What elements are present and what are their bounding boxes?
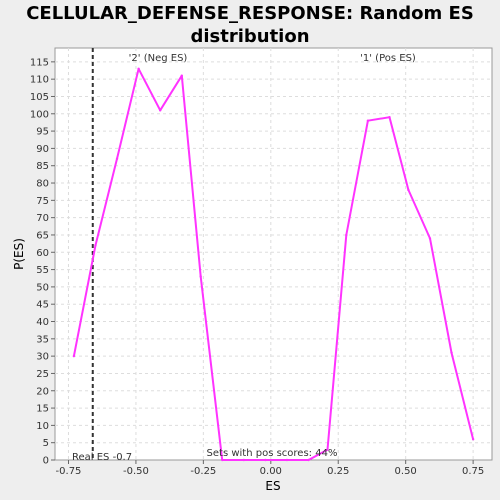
y-tick-label: 45 <box>36 300 49 311</box>
y-tick-label: 20 <box>36 386 49 397</box>
data-point <box>221 458 224 462</box>
data-point <box>326 448 329 451</box>
x-tick-label: -0.50 <box>123 466 149 477</box>
y-tick-label: 50 <box>36 282 49 293</box>
y-tick-label: 115 <box>30 57 49 68</box>
chart-title: CELLULAR_DEFENSE_RESPONSE: Random ES dis… <box>0 2 500 48</box>
data-point <box>366 119 370 122</box>
data-point <box>285 458 289 462</box>
y-tick-label: 60 <box>36 248 49 259</box>
data-point <box>72 354 76 358</box>
y-tick-label: 75 <box>36 196 49 207</box>
y-tick-label: 35 <box>36 334 49 345</box>
y-tick-label: 65 <box>36 230 49 241</box>
data-point <box>159 109 162 112</box>
y-tick-label: 105 <box>30 92 49 103</box>
y-tick-label: 70 <box>36 213 49 224</box>
y-axis-ticks: 0 5 10 15 20 25 30 35 40 45 50 55 60 65 70 75 80 85 90 95 10… <box>30 57 55 467</box>
x-tick-label: 0.25 <box>327 466 349 477</box>
grid <box>55 48 492 460</box>
y-tick-label: 95 <box>36 127 49 138</box>
chart-title-line-2: distribution <box>190 26 310 47</box>
data-point <box>115 157 119 160</box>
data-point <box>407 188 410 192</box>
y-tick-label: 5 <box>43 438 49 449</box>
y-tick-label: 85 <box>36 161 49 172</box>
data-point <box>388 116 391 119</box>
y-tick-label: 80 <box>36 179 49 190</box>
pos-scores-label: Sets with pos scores: 44% <box>207 448 338 459</box>
x-tick-label: 0.50 <box>395 466 417 477</box>
data-point <box>307 458 310 462</box>
data-point <box>199 275 202 278</box>
y-tick-label: 110 <box>30 75 49 86</box>
y-tick-label: 15 <box>36 404 49 415</box>
data-point <box>242 458 246 462</box>
chart-title-line-1: CELLULAR_DEFENSE_RESPONSE: Random ES <box>26 3 474 24</box>
x-tick-label: 0.75 <box>462 466 484 477</box>
data-point <box>137 67 140 70</box>
real-es-label: Real ES -0.7 <box>72 452 132 463</box>
y-tick-label: 25 <box>36 369 49 380</box>
y-tick-label: 10 <box>36 421 49 432</box>
y-tick-label: 55 <box>36 265 49 276</box>
x-tick-label: 0.00 <box>260 466 282 477</box>
x-tick-label: -0.25 <box>190 466 216 477</box>
data-point <box>428 237 432 240</box>
data-point <box>94 244 97 247</box>
series-group <box>72 67 475 462</box>
y-tick-label: 90 <box>36 144 49 155</box>
data-point <box>345 233 348 237</box>
x-axis-label: ES <box>265 479 280 493</box>
x-tick-label: -0.75 <box>56 466 82 477</box>
y-tick-label: 40 <box>36 317 49 328</box>
es-distribution-line <box>72 67 475 461</box>
data-point <box>450 351 453 354</box>
pos-es-label: '1' (Pos ES) <box>360 53 416 64</box>
plot-area <box>54 47 493 461</box>
data-point <box>264 458 267 462</box>
y-tick-label: 100 <box>30 109 49 120</box>
x-axis-ticks: -0.75 -0.50 -0.25 0.00 0.25 0.50 0.75 <box>56 460 484 477</box>
neg-es-label: '2' (Neg ES) <box>129 53 188 64</box>
y-tick-label: 30 <box>36 352 49 363</box>
data-point <box>180 74 183 77</box>
data-point <box>471 438 475 441</box>
y-tick-label: 0 <box>43 456 49 467</box>
y-axis-label: P(ES) <box>12 238 26 270</box>
